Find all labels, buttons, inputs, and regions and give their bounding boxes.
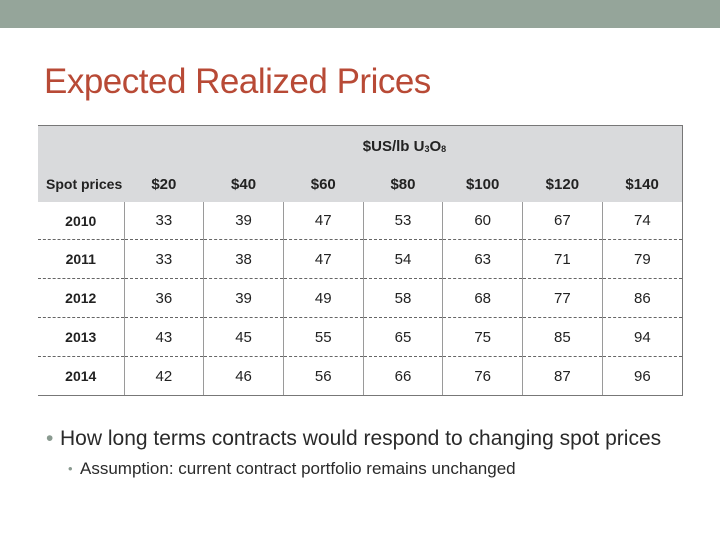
table-cell: 65 bbox=[362, 317, 443, 358]
sub-bullet-item: • Assumption: current contract portfolio… bbox=[68, 457, 692, 481]
table-cell: 94 bbox=[601, 317, 682, 358]
bullet-text: How long terms contracts would respond t… bbox=[60, 427, 662, 450]
table-cell: 60 bbox=[442, 202, 523, 241]
table-row: 2013 43 45 55 65 75 85 94 bbox=[38, 317, 682, 358]
unit-header-row: $US/lb U3O8 bbox=[38, 126, 682, 166]
table-cell: 45 bbox=[203, 317, 284, 358]
table-cell: 39 bbox=[203, 278, 284, 319]
table-cell: 58 bbox=[362, 278, 443, 319]
spot-price-header-row: Spot prices $20 $40 $60 $80 $100 $120 $1… bbox=[38, 166, 682, 202]
table-row: 2012 36 39 49 58 68 77 86 bbox=[38, 278, 682, 319]
table-cell: 86 bbox=[601, 278, 682, 319]
table-cell: 74 bbox=[601, 202, 682, 241]
table-cell: 39 bbox=[203, 202, 284, 241]
column-header: $60 bbox=[283, 166, 364, 202]
table-cell: 38 bbox=[203, 239, 284, 280]
column-header: $120 bbox=[522, 166, 603, 202]
table-cell: 36 bbox=[123, 278, 204, 319]
bullet-dot-icon: • bbox=[68, 461, 73, 476]
table-cell: 85 bbox=[522, 317, 603, 358]
table-cell: 33 bbox=[123, 202, 204, 241]
column-header: $140 bbox=[602, 166, 682, 202]
table-cell: 43 bbox=[123, 317, 204, 358]
price-table-grid: $US/lb U3O8 Spot prices $20 $40 $60 $80 … bbox=[38, 126, 682, 396]
table-row: 2010 33 39 47 53 60 67 74 bbox=[38, 202, 682, 241]
bullet-list: • How long terms contracts would respond… bbox=[46, 425, 692, 481]
table-row: 2011 33 38 47 54 63 71 79 bbox=[38, 239, 682, 280]
table-cell: 77 bbox=[522, 278, 603, 319]
table-cell: 33 bbox=[123, 239, 204, 280]
table-cell: 96 bbox=[601, 356, 682, 396]
column-header: $100 bbox=[442, 166, 523, 202]
table-row: 2014 42 46 56 66 76 87 96 bbox=[38, 356, 682, 396]
slide-title: Expected Realized Prices bbox=[44, 62, 431, 101]
table-cell: 66 bbox=[362, 356, 443, 396]
top-band bbox=[0, 0, 720, 28]
table-cell: 55 bbox=[282, 317, 364, 358]
table-cell: 68 bbox=[442, 278, 523, 319]
column-header: $40 bbox=[203, 166, 284, 202]
table-cell: 63 bbox=[442, 239, 523, 280]
row-year: 2011 bbox=[38, 239, 124, 280]
table-cell: 56 bbox=[282, 356, 364, 396]
table-cell: 67 bbox=[522, 202, 603, 241]
table-cell: 46 bbox=[203, 356, 284, 396]
row-year: 2010 bbox=[38, 202, 124, 241]
bullet-dot-icon: • bbox=[46, 427, 54, 450]
sub-bullet-text: Assumption: current contract portfolio r… bbox=[80, 459, 516, 478]
table-cell: 79 bbox=[601, 239, 682, 280]
table-cell: 47 bbox=[282, 202, 364, 241]
row-year: 2012 bbox=[38, 278, 124, 319]
table-cell: 54 bbox=[362, 239, 443, 280]
unit-header: $US/lb U3O8 bbox=[38, 126, 682, 166]
table-cell: 75 bbox=[442, 317, 523, 358]
table-cell: 53 bbox=[362, 202, 443, 241]
table-cell: 49 bbox=[282, 278, 364, 319]
bullet-item: • How long terms contracts would respond… bbox=[46, 425, 692, 453]
table-cell: 42 bbox=[123, 356, 204, 396]
table-cell: 47 bbox=[282, 239, 364, 280]
row-header-label: Spot prices bbox=[38, 166, 124, 202]
table-cell: 76 bbox=[442, 356, 523, 396]
table-cell: 71 bbox=[522, 239, 603, 280]
column-header: $20 bbox=[124, 166, 204, 202]
column-header: $80 bbox=[363, 166, 443, 202]
row-year: 2014 bbox=[38, 356, 124, 396]
price-table: $US/lb U3O8 Spot prices $20 $40 $60 $80 … bbox=[38, 125, 683, 396]
row-year: 2013 bbox=[38, 317, 124, 358]
table-cell: 87 bbox=[522, 356, 603, 396]
